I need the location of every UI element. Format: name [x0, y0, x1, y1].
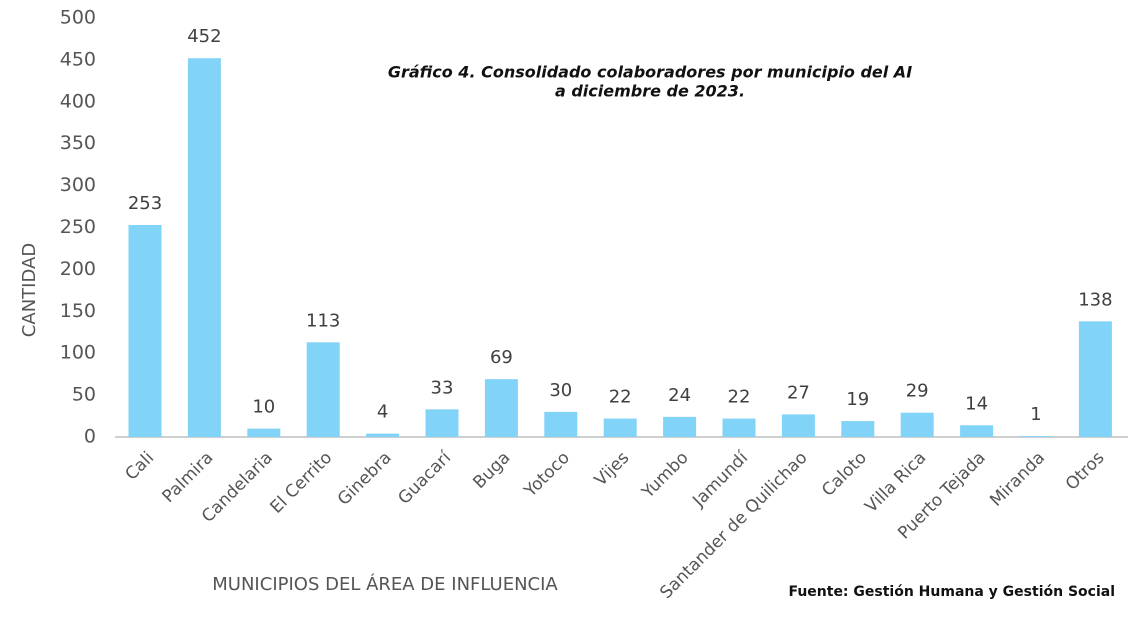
y-tick-label: 450 — [60, 48, 96, 70]
bar — [900, 412, 934, 437]
x-tick-label: Miranda — [986, 448, 1049, 511]
x-tick-label: El Cerrito — [266, 448, 336, 518]
value-label: 69 — [490, 347, 513, 368]
y-tick-label: 500 — [60, 7, 96, 29]
bar — [187, 58, 221, 437]
value-label: 24 — [668, 385, 691, 406]
chart-title: a diciembre de 2023. — [555, 82, 745, 101]
x-tick-label: Cali — [121, 448, 158, 485]
x-tick-label: Palmira — [159, 448, 218, 507]
value-label: 33 — [431, 377, 454, 398]
x-tick-label: Buga — [469, 448, 514, 493]
bar — [1078, 321, 1112, 437]
x-tick-label: Guacarí — [394, 447, 456, 509]
bar — [484, 379, 518, 437]
value-label: 1 — [1030, 404, 1041, 425]
value-label: 14 — [965, 393, 988, 414]
value-label: 30 — [549, 380, 572, 401]
x-axis-title: MUNICIPIOS DEL ÁREA DE INFLUENCIA — [212, 573, 558, 595]
y-tick-label: 150 — [60, 300, 96, 322]
bar — [1019, 436, 1053, 437]
source-note: Fuente: Gestión Humana y Gestión Social — [788, 584, 1115, 600]
y-axis-title: CANTIDAD — [19, 243, 40, 337]
y-tick-label: 250 — [60, 216, 96, 238]
bar — [306, 342, 340, 437]
y-tick-label: 50 — [72, 384, 96, 406]
value-label: 452 — [187, 26, 221, 47]
x-tick-label: Caloto — [818, 448, 871, 501]
bar — [722, 418, 756, 437]
y-tick-label: 400 — [60, 90, 96, 112]
value-label: 138 — [1078, 289, 1112, 310]
bar — [247, 428, 281, 437]
y-tick-label: 200 — [60, 258, 96, 280]
x-tick-label: Ginebra — [334, 448, 396, 510]
y-tick-label: 100 — [60, 342, 96, 364]
value-label: 253 — [128, 193, 162, 214]
bar — [128, 224, 162, 437]
value-label: 27 — [787, 382, 810, 403]
value-label: 19 — [846, 389, 869, 410]
y-tick-label: 0 — [84, 426, 96, 448]
value-label: 22 — [728, 387, 751, 408]
x-tick-label: Vijes — [591, 448, 634, 491]
bar — [544, 411, 578, 437]
y-tick-label: 350 — [60, 132, 96, 154]
bar — [841, 421, 875, 437]
value-label: 10 — [252, 397, 275, 418]
value-label: 22 — [609, 387, 632, 408]
value-label: 29 — [906, 381, 929, 402]
bar — [781, 414, 815, 437]
bar — [425, 409, 459, 437]
x-tick-label: Yotoco — [520, 448, 574, 502]
chart-title: Gráfico 4. Consolidado colaboradores por… — [388, 63, 912, 82]
bar — [603, 418, 637, 437]
bar — [366, 433, 400, 437]
value-label: 113 — [306, 310, 340, 331]
value-label: 4 — [377, 402, 388, 423]
bar — [663, 416, 697, 437]
x-tick-label: Otros — [1062, 448, 1109, 495]
x-tick-label: Yumbo — [638, 448, 693, 503]
y-tick-label: 300 — [60, 174, 96, 196]
bar — [960, 425, 994, 437]
